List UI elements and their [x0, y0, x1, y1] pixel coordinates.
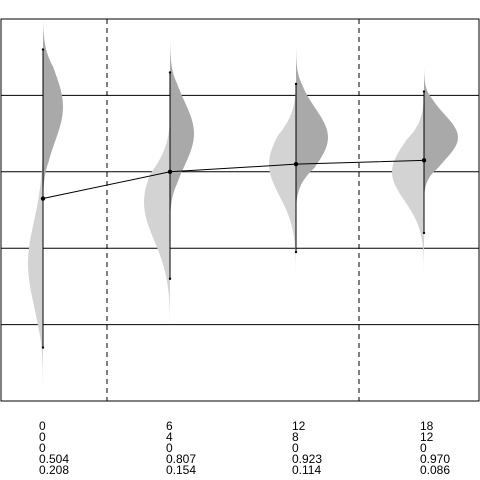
whisker-high-0 [41, 48, 45, 51]
mean-point-2 [293, 161, 299, 167]
group-label-1-4: 0.154 [166, 463, 196, 477]
whisker-high-2 [294, 82, 298, 86]
violin-left-3 [392, 87, 424, 295]
group-label-3-1: 12 [420, 430, 434, 444]
violin-left-2 [269, 80, 296, 302]
group-label-0-3: 0.504 [39, 452, 69, 466]
whisker-low-2 [294, 250, 298, 254]
whisker-high-3 [422, 90, 426, 93]
mean-point-3 [421, 158, 427, 163]
whisker-low-3 [422, 231, 426, 235]
violin-right-0 [43, 19, 63, 210]
whiskers [41, 48, 426, 349]
whisker-high-1 [168, 71, 172, 74]
group-label-1-1: 4 [166, 430, 173, 444]
group-label-1-2: 0 [166, 441, 173, 455]
violin-left-0 [28, 103, 43, 401]
group-label-3-4: 0.086 [420, 463, 450, 477]
whisker-low-1 [168, 277, 172, 280]
mean-point-1 [167, 169, 173, 174]
group-label-2-4: 0.114 [292, 463, 321, 477]
mean-point-0 [40, 196, 46, 201]
gridlines [1, 18, 479, 402]
group-labels: 0000.5040.2086400.8070.15412800.9230.114… [39, 419, 450, 477]
violin-right-2 [296, 41, 328, 210]
whisker-low-0 [41, 346, 45, 349]
group-label-3-3: 0.970 [420, 452, 450, 466]
violin-left-1 [144, 118, 170, 340]
group-label-2-2: 0 [292, 441, 299, 455]
group-label-2-3: 0.923 [292, 452, 322, 466]
group-label-2-1: 8 [292, 430, 299, 444]
group-label-3-0: 18 [420, 419, 434, 433]
mean-line [40, 158, 427, 201]
mean-polyline [42, 159, 425, 200]
group-label-0-4: 0.208 [39, 463, 69, 477]
violins [28, 19, 458, 401]
violin-right-3 [424, 64, 458, 203]
group-label-0-0: 0 [39, 419, 46, 433]
violin-right-1 [170, 34, 194, 233]
group-label-1-0: 6 [166, 419, 173, 433]
plot-border [0, 18, 480, 402]
group-label-0-2: 0 [39, 441, 46, 455]
group-label-1-3: 0.807 [166, 452, 196, 466]
group-label-3-2: 0 [420, 441, 427, 455]
plot-frame [0, 18, 480, 402]
group-label-0-1: 0 [39, 430, 46, 444]
group-label-2-0: 12 [292, 419, 306, 433]
